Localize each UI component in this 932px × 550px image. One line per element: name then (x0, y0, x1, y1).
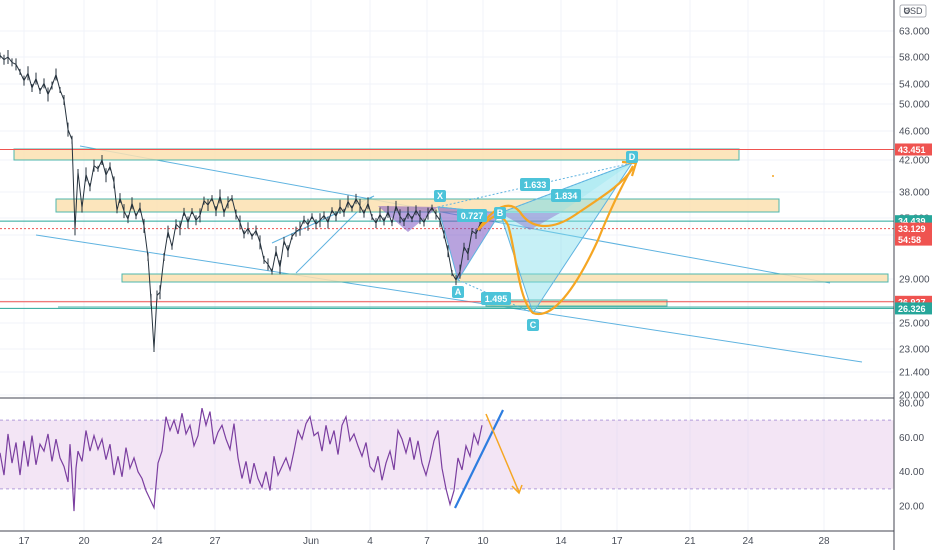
price-candles (0, 50, 485, 352)
time-tick-label: 21 (684, 536, 696, 547)
price-axis[interactable]: USD ⚙ (893, 0, 932, 550)
price-level-badge-label: 26.326 (898, 304, 926, 314)
time-tick-label: 24 (151, 536, 163, 547)
time-axis-ticks: 17 20 24 27 Jun 4 7 10 14 17 21 24 28 (18, 536, 830, 547)
price-tick-label: 20.000 (899, 391, 930, 402)
rsi-tick-label: 20.00 (899, 502, 924, 513)
time-tick-label: 4 (367, 536, 373, 547)
fib-label-1633: 1.633 (524, 180, 547, 190)
time-tick-label: Jun (303, 536, 319, 547)
price-tick-label: 23.000 (899, 345, 930, 356)
price-tick-label: 63.000 (899, 27, 930, 38)
price-tick-label: 46.000 (899, 127, 930, 138)
price-tick-label: 38.000 (899, 188, 930, 199)
price-level-badge (895, 222, 932, 246)
time-tick-label: 17 (18, 536, 30, 547)
time-tick-label: 7 (424, 536, 430, 547)
rsi-trend-arrow-up[interactable] (454, 409, 504, 509)
rsi-tick-label: 80.00 (899, 399, 924, 410)
price-level-countdown: 54:58 (898, 235, 921, 245)
price-level-badge-label: 33.129 (898, 224, 926, 234)
price-tick-label: 54.000 (899, 80, 930, 91)
rsi-tick-label: 60.00 (899, 433, 924, 444)
projected-triangle-left[interactable] (378, 206, 438, 232)
price-tick-label: 29.000 (899, 275, 930, 286)
price-level-badge-label: 43.451 (898, 145, 926, 155)
channel-lower-line[interactable] (35, 234, 863, 363)
harmonic-pattern[interactable] (378, 161, 634, 315)
harmonic-xd-line (437, 162, 633, 208)
harmonic-bd-line (499, 162, 633, 214)
time-tick-label: 27 (209, 536, 221, 547)
time-tick-label: 28 (818, 536, 830, 547)
price-tick-label: 58.000 (899, 53, 930, 64)
price-level-badge-label: 34.439 (898, 217, 926, 227)
point-c-label: C (530, 320, 537, 330)
fib-label-0727: 0.727 (461, 211, 484, 221)
projection-path-lower[interactable] (477, 165, 634, 316)
fib-label-1834: 1.834 (555, 191, 578, 201)
time-tick-label: 20 (78, 536, 90, 547)
harmonic-bcd-triangle[interactable] (499, 161, 634, 315)
marker-dot (772, 175, 774, 177)
support-zone-low[interactable] (485, 299, 668, 307)
rsi-band-fill (0, 420, 894, 489)
rsi-axis-ticks: 80.00 60.00 40.00 20.00 (899, 399, 924, 513)
rsi-trend-arrow-down[interactable] (485, 413, 520, 493)
currency-label: USD (903, 6, 923, 16)
price-tick-label: 25.000 (899, 319, 930, 330)
rsi-tick-label: 40.00 (899, 467, 924, 478)
rsi-series-line[interactable] (0, 407, 483, 512)
price-series-line[interactable] (0, 55, 485, 350)
fib-label-1495: 1.495 (485, 294, 508, 304)
price-levels (0, 148, 894, 309)
point-d-label: D (629, 152, 636, 162)
rsi-pane[interactable] (0, 407, 894, 512)
projection-path-upper[interactable] (477, 167, 634, 231)
price-level-badge (895, 143, 932, 156)
support-zone[interactable] (121, 273, 889, 283)
time-tick-label: 14 (555, 536, 567, 547)
rsi-arrowhead-icon (511, 484, 523, 495)
settings-gear-icon[interactable]: ⚙ (903, 7, 911, 17)
point-x-label: X (437, 191, 443, 201)
price-level-badge (895, 302, 932, 315)
fib-ratio-labels: 0.727 1.633 1.834 1.495 (457, 178, 581, 305)
harmonic-point-labels: X A B C D (434, 151, 638, 331)
price-tick-label: 21.400 (899, 368, 930, 379)
price-tick-label: 42.000 (899, 156, 930, 167)
time-tick-label: 24 (742, 536, 754, 547)
price-tick-label: 50.000 (899, 100, 930, 111)
point-b-label: B (497, 208, 504, 218)
price-axis-ticks: 63.000 58.000 54.000 50.000 46.000 42.000 38.0… (899, 27, 930, 402)
point-a-label: A (455, 287, 462, 297)
price-level-badge-label: 26.927 (898, 297, 926, 307)
time-tick-label: 17 (611, 536, 623, 547)
time-tick-label: 10 (477, 536, 489, 547)
